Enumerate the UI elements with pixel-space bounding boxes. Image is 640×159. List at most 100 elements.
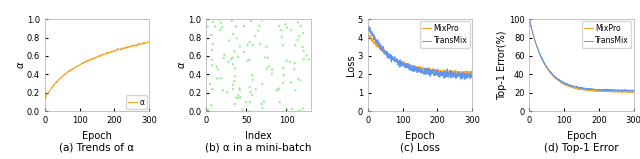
Point xyxy=(244,58,255,61)
Legend: α: α xyxy=(125,95,147,109)
Point xyxy=(294,109,305,112)
MixPro xyxy=(616,91,623,93)
Point xyxy=(285,60,295,63)
Point xyxy=(253,29,264,32)
Point xyxy=(268,18,278,21)
X-axis label: Epoch: Epoch xyxy=(82,131,112,141)
Point xyxy=(293,77,303,80)
Point xyxy=(267,73,277,75)
Point xyxy=(211,65,221,68)
Point xyxy=(233,97,243,99)
Point xyxy=(274,25,284,28)
X-axis label: Epoch: Epoch xyxy=(405,131,435,141)
MixPro xyxy=(468,70,476,72)
Point xyxy=(233,94,243,97)
TransMix xyxy=(468,74,476,76)
Point xyxy=(230,103,240,105)
Point xyxy=(271,89,282,91)
Point xyxy=(207,59,217,61)
Point xyxy=(282,26,292,29)
Line: MixPro: MixPro xyxy=(529,19,634,92)
Point xyxy=(229,50,239,53)
Point xyxy=(244,110,255,112)
Point xyxy=(276,36,287,38)
Point xyxy=(259,100,269,103)
TransMix xyxy=(537,55,545,57)
Point xyxy=(247,74,257,76)
TransMix xyxy=(570,86,578,87)
TransMix xyxy=(630,90,637,92)
α xyxy=(42,98,49,100)
TransMix xyxy=(364,26,372,28)
Point xyxy=(229,80,239,83)
Point xyxy=(244,41,255,44)
TransMix xyxy=(553,77,561,79)
Point xyxy=(212,68,223,71)
Point xyxy=(231,25,241,28)
Point xyxy=(298,50,308,52)
Legend: MixPro, TransMix: MixPro, TransMix xyxy=(582,21,631,48)
α xyxy=(41,98,49,100)
Point xyxy=(234,87,244,90)
Point xyxy=(203,108,213,111)
Line: TransMix: TransMix xyxy=(529,19,634,91)
Point xyxy=(293,39,303,41)
Point xyxy=(232,37,242,40)
Point xyxy=(245,101,255,104)
Point xyxy=(227,56,237,59)
Point xyxy=(217,26,227,28)
Point xyxy=(251,88,261,90)
α xyxy=(129,44,136,46)
TransMix xyxy=(443,73,451,75)
Point xyxy=(208,21,218,23)
Y-axis label: Top-1 Error(%): Top-1 Error(%) xyxy=(497,30,508,100)
Point xyxy=(206,104,216,107)
Point xyxy=(298,32,308,34)
Point xyxy=(294,35,304,37)
Point xyxy=(236,96,246,99)
Point xyxy=(278,67,289,69)
Point xyxy=(231,96,241,99)
Point xyxy=(278,82,288,85)
MixPro xyxy=(600,91,607,93)
Point xyxy=(255,42,266,45)
Point xyxy=(230,75,240,78)
Point xyxy=(280,23,291,26)
Point xyxy=(216,21,227,24)
Point xyxy=(273,89,284,91)
Point xyxy=(218,89,228,92)
Point xyxy=(228,63,238,66)
Point xyxy=(228,33,238,35)
Point xyxy=(226,58,236,60)
Point xyxy=(292,21,303,24)
Point xyxy=(235,88,245,91)
Point xyxy=(223,61,234,63)
Y-axis label: α: α xyxy=(15,62,26,68)
Point xyxy=(274,87,284,90)
Point xyxy=(239,25,249,27)
Point xyxy=(301,54,312,57)
α xyxy=(145,41,153,43)
Point xyxy=(237,108,248,111)
Point xyxy=(246,94,257,96)
TransMix xyxy=(454,73,462,75)
Point xyxy=(257,83,268,85)
Point xyxy=(227,20,237,22)
MixPro xyxy=(537,55,545,57)
Point xyxy=(263,57,273,59)
Point xyxy=(278,74,289,76)
Point xyxy=(254,25,264,27)
TransMix xyxy=(604,90,612,91)
MixPro xyxy=(553,78,561,80)
Point xyxy=(246,20,256,22)
Point xyxy=(278,44,288,47)
Point xyxy=(287,107,298,110)
Point xyxy=(208,42,218,45)
Point xyxy=(298,46,308,48)
Point xyxy=(206,34,216,36)
Point xyxy=(243,44,253,46)
α xyxy=(103,52,111,54)
MixPro xyxy=(604,90,612,92)
α xyxy=(105,52,113,54)
Point xyxy=(262,45,272,48)
